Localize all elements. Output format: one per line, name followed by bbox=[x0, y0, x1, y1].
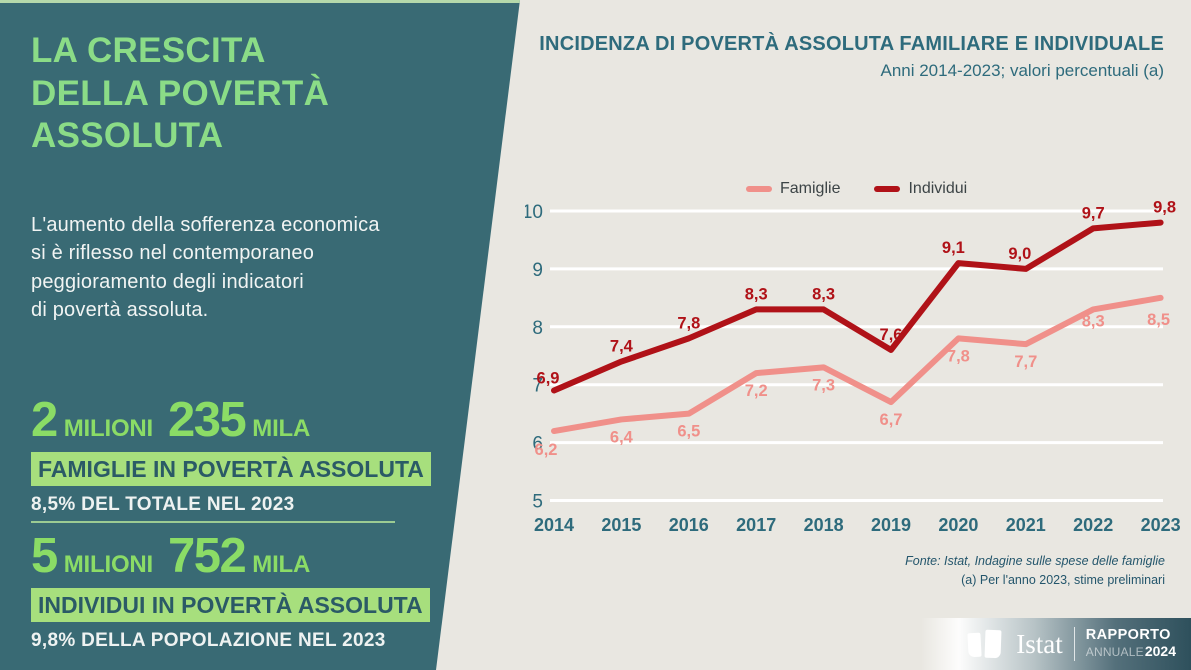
stat-block-individuals: 5 MILIONI 752 MILA INDIVIDUI IN POVERTÀ … bbox=[31, 529, 430, 652]
famiglie-value-2023: 8,5 bbox=[1147, 311, 1170, 329]
individui-line-swatch bbox=[874, 186, 901, 192]
stat-families-numbers: 2 MILIONI 235 MILA bbox=[31, 393, 431, 447]
individui-value-2020: 9,1 bbox=[942, 239, 965, 257]
y-tick-5: 5 bbox=[532, 492, 543, 513]
y-tick-10: 10 bbox=[525, 202, 543, 223]
legend-label-individui: Individui bbox=[908, 180, 968, 197]
legend-item-individui: Individui bbox=[874, 180, 967, 198]
stat-detail-individuals: 9,8% DELLA POPOLAZIONE NEL 2023 bbox=[31, 630, 386, 652]
individui-value-2021: 9,0 bbox=[1008, 245, 1031, 263]
individui-value-2014: 6,9 bbox=[537, 369, 560, 387]
chart-subtitle: Anni 2014-2023; valori percentuali (a) bbox=[880, 61, 1164, 80]
x-tick-2018: 2018 bbox=[804, 515, 844, 535]
individui-value-2018: 8,3 bbox=[812, 285, 835, 303]
chart-header: INCIDENZA DI POVERTÀ ASSOLUTA FAMILIARE … bbox=[539, 33, 1164, 81]
x-tick-2022: 2022 bbox=[1073, 515, 1113, 535]
stat-block-families: 2 MILIONI 235 MILA FAMIGLIE IN POVERTÀ A… bbox=[31, 393, 431, 516]
individui-value-2019: 7,6 bbox=[880, 326, 903, 344]
chart-source-line2: (a) Per l'anno 2023, stime preliminari bbox=[961, 573, 1165, 588]
stat-highlight-band-families: FAMIGLIE IN POVERTÀ ASSOLUTA bbox=[31, 452, 431, 487]
famiglie-value-2014: 6,2 bbox=[535, 441, 558, 459]
stat-unit-millions: MILIONI bbox=[63, 551, 154, 578]
famiglie-value-2022: 8,3 bbox=[1082, 312, 1105, 330]
famiglie-value-2015: 6,4 bbox=[610, 428, 634, 446]
famiglie-value-2018: 7,3 bbox=[812, 376, 835, 394]
stats-divider bbox=[31, 521, 395, 523]
y-tick-9: 9 bbox=[532, 260, 543, 281]
istat-wordmark: Istat bbox=[1016, 628, 1063, 659]
top-accent-strip bbox=[0, 0, 520, 3]
famiglie-value-2016: 6,5 bbox=[677, 423, 700, 441]
chart-source: Fonte: Istat, Indagine sulle spese delle… bbox=[905, 552, 1165, 591]
y-tick-6: 6 bbox=[532, 434, 543, 455]
x-tick-2023: 2023 bbox=[1141, 515, 1180, 535]
stat-highlight-band-individuals: INDIVIDUI IN POVERTÀ ASSOLUTA bbox=[31, 588, 430, 623]
x-tick-2020: 2020 bbox=[938, 515, 978, 535]
y-tick-8: 8 bbox=[532, 318, 543, 339]
page-title: LA CRESCITA DELLA POVERTÀ ASSOLUTA bbox=[31, 31, 330, 156]
famiglie-value-2017: 7,2 bbox=[745, 382, 768, 400]
stat-unit-thousands: MILA bbox=[252, 415, 311, 442]
legend-item-famiglie: Famiglie bbox=[746, 180, 840, 198]
famiglie-value-2021: 7,7 bbox=[1014, 353, 1037, 371]
famiglie-value-2020: 7,8 bbox=[947, 347, 970, 365]
report-title: RAPPORTO bbox=[1085, 627, 1171, 644]
x-tick-2016: 2016 bbox=[669, 515, 709, 535]
x-tick-2019: 2019 bbox=[871, 515, 911, 535]
logo-divider bbox=[1073, 627, 1075, 661]
report-annual-label: RAPPORTO ANNUALE2024 bbox=[1085, 627, 1176, 660]
istat-book-icon bbox=[967, 629, 1005, 659]
y-tick-7: 7 bbox=[532, 376, 543, 397]
stat-value-thousands: 752 bbox=[168, 529, 247, 583]
individui-value-2015: 7,4 bbox=[610, 338, 634, 356]
stat-individuals-numbers: 5 MILIONI 752 MILA bbox=[31, 529, 430, 583]
legend-label-famiglie: Famiglie bbox=[780, 180, 841, 197]
individui-value-2017: 8,3 bbox=[745, 285, 768, 303]
individui-value-2016: 7,8 bbox=[677, 314, 700, 332]
famiglie-value-2019: 6,7 bbox=[880, 411, 903, 429]
chart-title: INCIDENZA DI POVERTÀ ASSOLUTA FAMILIARE … bbox=[539, 33, 1164, 55]
left-panel: LA CRESCITA DELLA POVERTÀ ASSOLUTA L'aum… bbox=[0, 0, 520, 670]
famiglie-line-swatch bbox=[746, 186, 772, 192]
stat-unit-thousands: MILA bbox=[252, 551, 311, 578]
stat-value-millions: 5 bbox=[31, 529, 58, 583]
istat-logo-bar: Istat RAPPORTO ANNUALE2024 bbox=[921, 618, 1191, 670]
x-tick-2015: 2015 bbox=[601, 515, 641, 535]
stat-detail-families: 8,5% DEL TOTALE NEL 2023 bbox=[31, 494, 295, 516]
intro-text: L'aumento della sofferenza economica si … bbox=[31, 214, 380, 322]
stat-value-millions: 2 bbox=[31, 393, 58, 447]
x-tick-2021: 2021 bbox=[1006, 515, 1046, 535]
report-subtitle: ANNUALE2024 bbox=[1085, 643, 1176, 660]
x-tick-2014: 2014 bbox=[534, 515, 574, 535]
famiglie-line bbox=[551, 294, 1164, 435]
individui-line bbox=[551, 219, 1164, 394]
individui-value-2022: 9,7 bbox=[1082, 204, 1105, 222]
chart-legend: Famiglie Individui bbox=[746, 180, 967, 198]
individui-value-2023: 9,8 bbox=[1153, 199, 1176, 217]
chart-source-line1: Fonte: Istat, Indagine sulle spese delle… bbox=[905, 554, 1165, 568]
stat-unit-millions: MILIONI bbox=[63, 415, 154, 442]
x-tick-2017: 2017 bbox=[736, 515, 776, 535]
stat-value-thousands: 235 bbox=[168, 393, 247, 447]
